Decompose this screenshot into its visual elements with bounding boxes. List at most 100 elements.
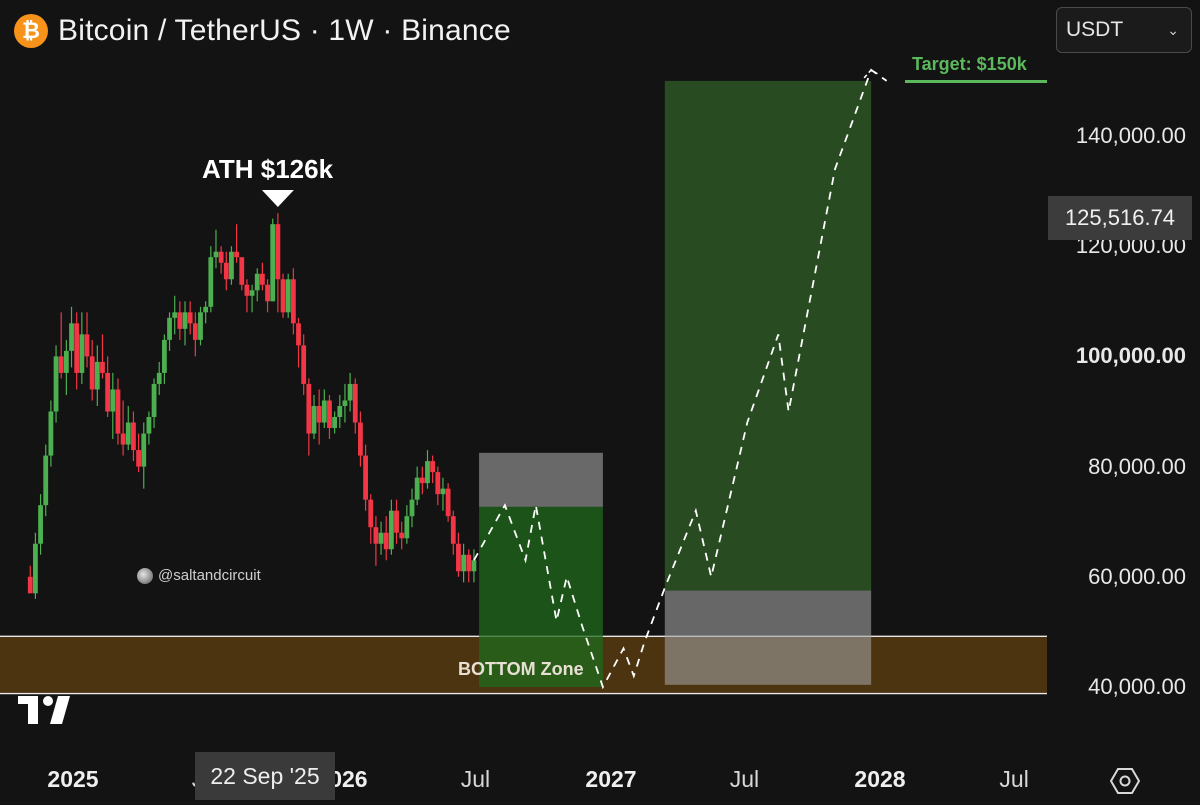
candle-body — [290, 279, 296, 324]
candle-body — [192, 323, 198, 340]
candle-body — [378, 532, 384, 544]
projection-arrowhead — [863, 68, 880, 79]
candle-body — [321, 400, 327, 423]
candle-body — [63, 350, 69, 373]
candle-body — [218, 251, 224, 263]
time-axis-label: Jul — [460, 766, 491, 792]
candle-body — [383, 532, 389, 550]
candle-body — [435, 472, 441, 495]
candle-body — [260, 273, 265, 285]
candle-body — [352, 383, 358, 423]
candle-body — [254, 273, 260, 291]
candle-body — [43, 455, 49, 506]
projection-path — [473, 68, 888, 690]
candle-body — [404, 516, 410, 539]
candle-body — [208, 257, 214, 307]
candle-body — [311, 405, 317, 434]
candle-body — [285, 279, 291, 313]
candle-body — [141, 433, 147, 467]
candle-body — [161, 339, 167, 373]
crosshair-date-label: 22 Sep '25 — [195, 752, 335, 800]
candle-body — [223, 262, 229, 280]
candle-body — [74, 323, 80, 373]
price-axis-label: 140,000.00 — [1075, 123, 1186, 148]
candle-body — [270, 224, 276, 302]
candle-body — [131, 422, 136, 451]
candle-body — [265, 284, 270, 302]
gray-zone-lower — [664, 590, 872, 685]
ath-marker-icon — [261, 190, 294, 207]
settings-icon[interactable] — [1110, 766, 1140, 796]
watermark: @saltandcircuit — [137, 567, 261, 584]
candle-body — [363, 455, 368, 500]
candle-body — [249, 290, 255, 296]
candle-body — [316, 405, 322, 423]
candle-body — [450, 516, 456, 544]
chart-header: ₿ Bitcoin / TetherUS · 1W · Binance — [14, 12, 511, 50]
candle-body — [125, 422, 131, 445]
bitcoin-icon: ₿ — [14, 14, 48, 48]
candle-body — [466, 554, 472, 572]
candle-body — [301, 345, 307, 384]
price-axis-label: 40,000.00 — [1088, 674, 1186, 699]
candle-body — [456, 543, 461, 572]
gray-zone-upper — [479, 452, 603, 507]
candle-body — [94, 361, 100, 390]
price-axis-label: 60,000.00 — [1088, 563, 1186, 589]
candle-body — [430, 461, 436, 473]
candle-body — [394, 510, 399, 533]
candle-body — [187, 312, 193, 324]
candle-body — [244, 284, 250, 296]
candle-body — [332, 417, 338, 429]
candle-body — [198, 312, 203, 340]
time-axis-label: Jul — [999, 766, 1029, 792]
watermark-handle: @saltandcircuit — [158, 567, 261, 584]
moon-icon — [137, 567, 153, 584]
time-axis-label: 2027 — [585, 766, 637, 792]
candle-body — [347, 383, 353, 401]
candle-body — [440, 488, 446, 495]
candle-body — [53, 356, 59, 412]
candle-body — [409, 499, 415, 517]
time-axis-label: 2025 — [47, 766, 99, 792]
tradingview-logo-icon[interactable] — [18, 690, 84, 728]
candle-body — [388, 510, 394, 550]
price-axis-label: 80,000.00 — [1088, 453, 1186, 479]
candle-body — [89, 356, 95, 390]
candle-body — [33, 543, 38, 594]
candle-body — [280, 279, 286, 313]
candle-body — [151, 383, 157, 418]
candle-body — [234, 251, 240, 258]
candle-body — [136, 450, 141, 467]
candle-body — [79, 334, 85, 373]
candle-body — [156, 372, 162, 384]
candle-body — [342, 400, 348, 406]
candle-body — [182, 312, 188, 329]
candle-body — [296, 323, 301, 346]
candle-body — [58, 356, 64, 373]
candle-body — [167, 317, 172, 340]
candle-body — [84, 334, 90, 357]
candle-body — [27, 576, 33, 594]
symbol-title[interactable]: Bitcoin / TetherUS · 1W · Binance — [58, 14, 511, 47]
candle-body — [110, 389, 116, 412]
chevron-down-icon: ⌄ — [1167, 21, 1179, 38]
candle-body — [461, 554, 467, 572]
currency-select[interactable]: USDT ⌄ — [1056, 7, 1192, 53]
candle-body — [368, 499, 374, 528]
candle-body — [177, 312, 183, 329]
ath-annotation: ATH $126k — [202, 154, 334, 184]
candle-body — [69, 323, 74, 351]
last-price-tag: 125,516.74 — [1048, 196, 1192, 240]
candle-body — [327, 400, 332, 429]
candle-body — [419, 477, 425, 484]
candle-body — [38, 505, 43, 544]
candle-body — [172, 312, 178, 318]
candle-body — [105, 372, 111, 412]
candle-body — [337, 405, 343, 418]
candle-body — [115, 389, 121, 434]
time-axis-label: Jul — [729, 766, 760, 792]
candle-body — [445, 488, 451, 517]
candle-body — [229, 251, 234, 280]
